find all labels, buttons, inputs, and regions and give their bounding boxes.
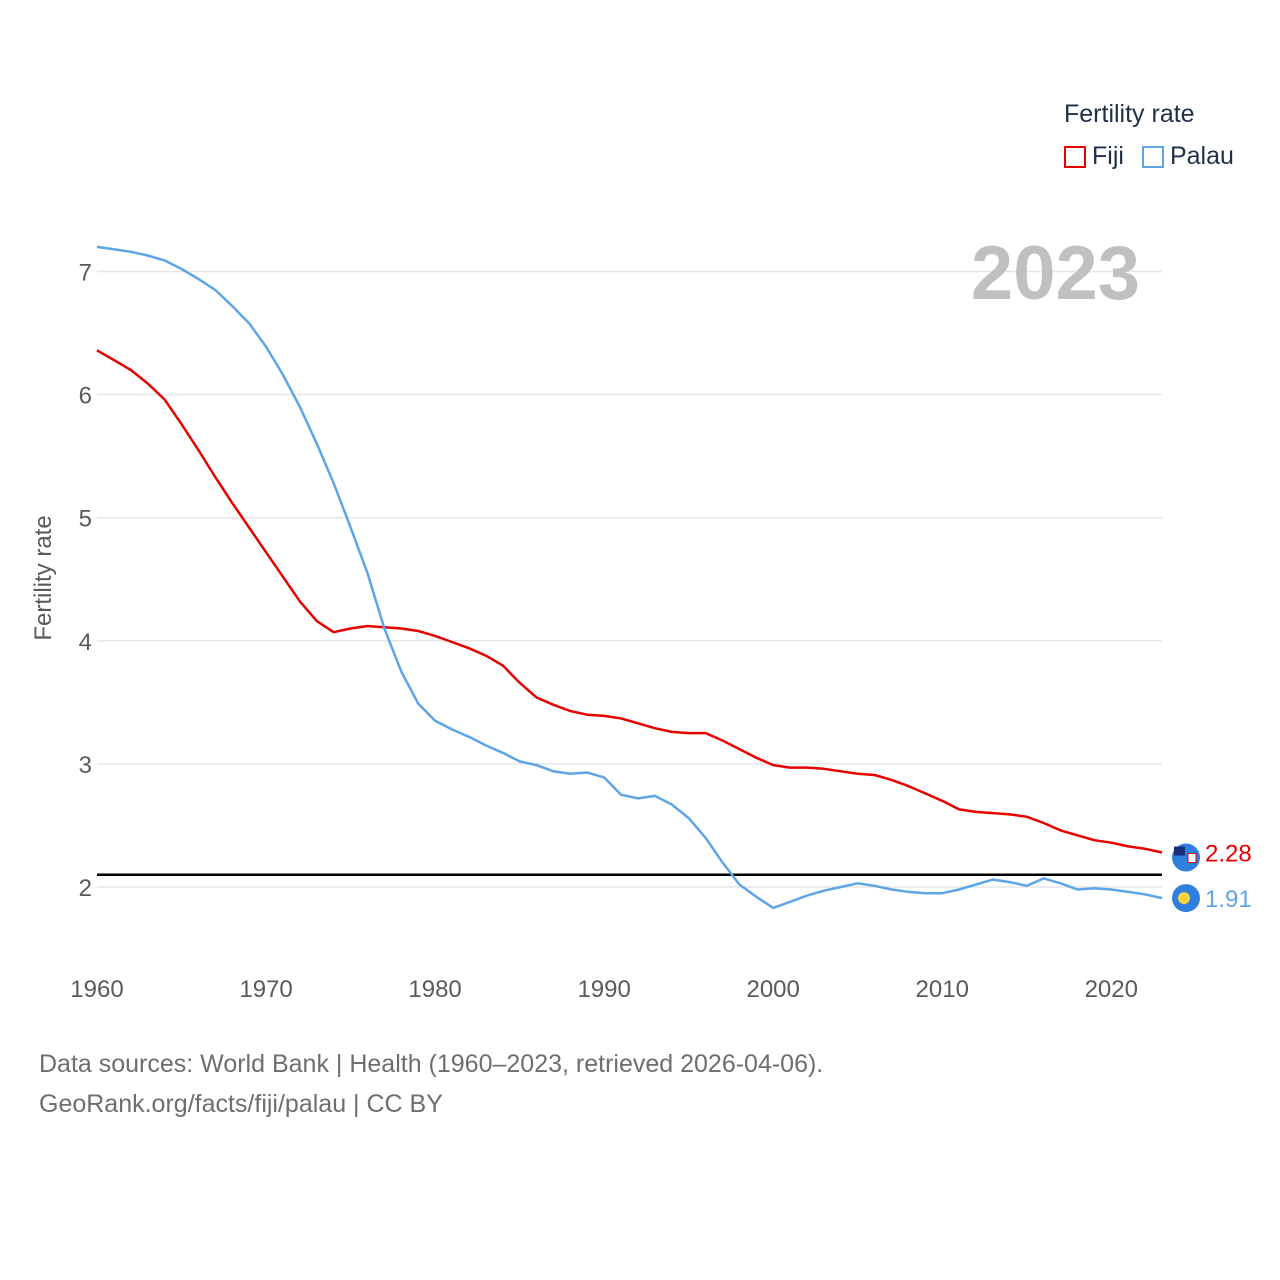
series-lines xyxy=(96,245,1163,910)
legend-label-palau: Palau xyxy=(1169,142,1234,170)
x-tick-label: 1960 xyxy=(70,976,123,1003)
x-tick-label: 2000 xyxy=(746,976,799,1003)
y-tick-label: 6 xyxy=(79,383,92,410)
year-watermark: 2023 xyxy=(971,231,1140,316)
fiji-flag-shield xyxy=(1187,853,1197,864)
x-tick-label: 1970 xyxy=(239,976,292,1003)
legend-swatch-fiji xyxy=(1064,145,1086,168)
x-tick-label: 2010 xyxy=(916,976,969,1003)
y-tick-label: 7 xyxy=(79,260,92,287)
y-tick-label: 4 xyxy=(79,629,92,656)
end-value-label-fiji: 2.28 xyxy=(1205,841,1252,868)
legend-item-fiji[interactable]: Fiji xyxy=(1064,142,1124,171)
fiji-flag-union xyxy=(1174,846,1185,856)
y-axis-ticks: 2 3 4 5 6 7 xyxy=(79,260,92,903)
legend: Fiji Palau xyxy=(1064,142,1252,171)
x-tick-label: 1990 xyxy=(577,976,630,1003)
series-end-markers: 2.28 1.91 xyxy=(1172,841,1252,913)
y-tick-label: 5 xyxy=(79,506,92,533)
x-axis-ticks: 1960 1970 1980 1990 2000 2010 2020 xyxy=(70,976,1138,1003)
series-line-fiji xyxy=(96,349,1163,854)
end-value-label-palau: 1.91 xyxy=(1205,886,1252,913)
x-tick-label: 2020 xyxy=(1085,976,1138,1003)
y-axis-label: Fertility rate xyxy=(30,515,57,640)
attribution-link[interactable]: GeoRank.org/facts/fiji/palau | CC BY xyxy=(39,1090,443,1118)
legend-item-palau[interactable]: Palau xyxy=(1141,142,1234,171)
legend-label-fiji: Fiji xyxy=(1092,142,1124,170)
series-line-palau xyxy=(96,245,1163,910)
x-tick-label: 1980 xyxy=(408,976,461,1003)
y-tick-label: 3 xyxy=(79,752,92,779)
legend-swatch-palau xyxy=(1141,145,1164,168)
gridlines xyxy=(97,270,1162,888)
y-tick-label: 2 xyxy=(79,875,92,902)
data-sources: Data sources: World Bank | Health (1960–… xyxy=(39,1044,823,1124)
legend-title: Fertility rate xyxy=(1064,100,1195,128)
sources-line: Data sources: World Bank | Health (1960–… xyxy=(39,1050,824,1078)
palau-flag-moon xyxy=(1178,892,1190,905)
